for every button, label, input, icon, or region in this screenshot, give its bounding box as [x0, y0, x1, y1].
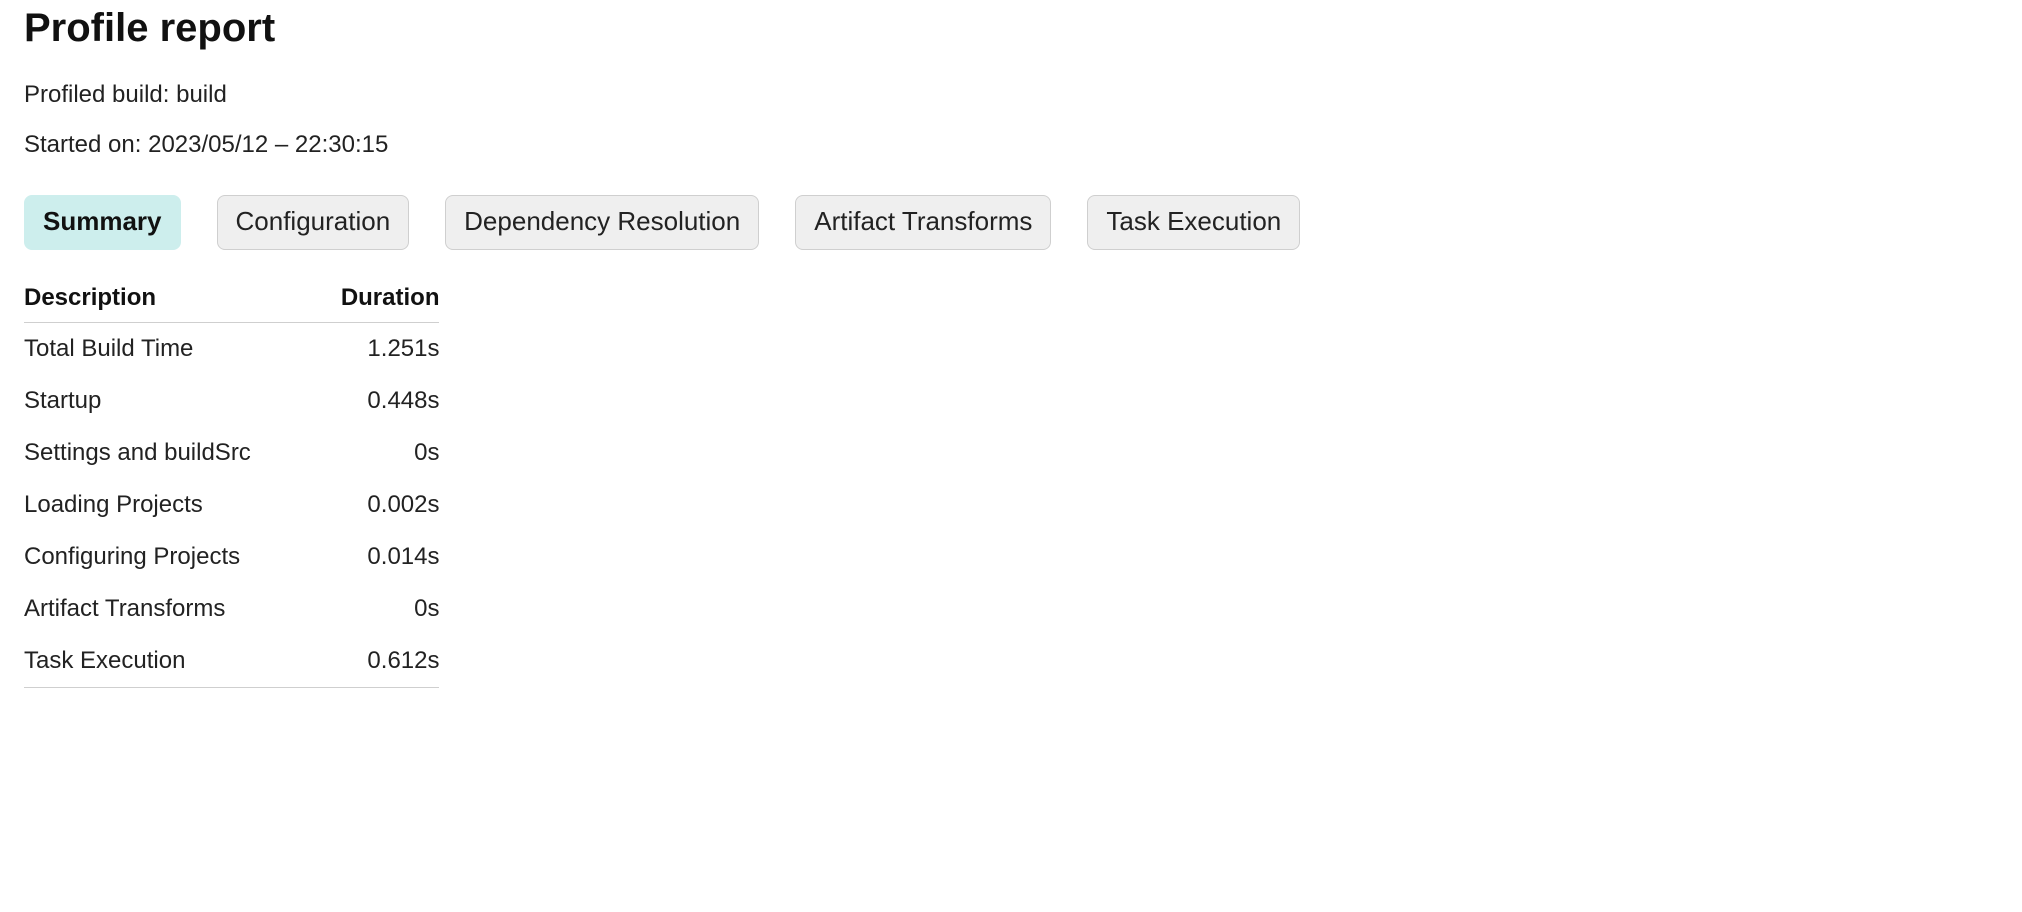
cell-duration: 0s — [251, 427, 440, 479]
tab-artifact-transforms[interactable]: Artifact Transforms — [795, 195, 1051, 250]
cell-description: Loading Projects — [24, 479, 251, 531]
cell-duration: 0.002s — [251, 479, 440, 531]
page-title: Profile report — [24, 6, 1998, 51]
profiled-build-label: Profiled build: — [24, 81, 169, 108]
cell-duration: 0.612s — [251, 635, 440, 688]
cell-description: Total Build Time — [24, 323, 251, 376]
table-row: Artifact Transforms 0s — [24, 583, 439, 635]
summary-table: Description Duration Total Build Time 1.… — [24, 278, 439, 688]
cell-description: Configuring Projects — [24, 531, 251, 583]
cell-description: Artifact Transforms — [24, 583, 251, 635]
cell-duration: 0.014s — [251, 531, 440, 583]
tab-configuration[interactable]: Configuration — [217, 195, 410, 250]
col-duration: Duration — [251, 278, 440, 323]
tab-task-execution[interactable]: Task Execution — [1087, 195, 1300, 250]
cell-description: Settings and buildSrc — [24, 427, 251, 479]
table-row: Loading Projects 0.002s — [24, 479, 439, 531]
profiled-build-value: build — [176, 81, 227, 108]
cell-duration: 0.448s — [251, 375, 440, 427]
cell-description: Startup — [24, 375, 251, 427]
col-description: Description — [24, 278, 251, 323]
table-row: Task Execution 0.612s — [24, 635, 439, 688]
profiled-build-line: Profiled build: build — [24, 81, 1998, 109]
table-row: Settings and buildSrc 0s — [24, 427, 439, 479]
tab-summary[interactable]: Summary — [24, 195, 181, 250]
table-row: Startup 0.448s — [24, 375, 439, 427]
cell-duration: 0s — [251, 583, 440, 635]
cell-duration: 1.251s — [251, 323, 440, 376]
started-on-line: Started on: 2023/05/12 – 22:30:15 — [24, 131, 1998, 159]
table-row: Configuring Projects 0.014s — [24, 531, 439, 583]
tabs: Summary Configuration Dependency Resolut… — [24, 195, 1998, 250]
table-row: Total Build Time 1.251s — [24, 323, 439, 376]
started-on-label: Started on: — [24, 131, 141, 158]
tab-dependency-resolution[interactable]: Dependency Resolution — [445, 195, 759, 250]
cell-description: Task Execution — [24, 635, 251, 688]
started-on-value: 2023/05/12 – 22:30:15 — [148, 131, 388, 158]
